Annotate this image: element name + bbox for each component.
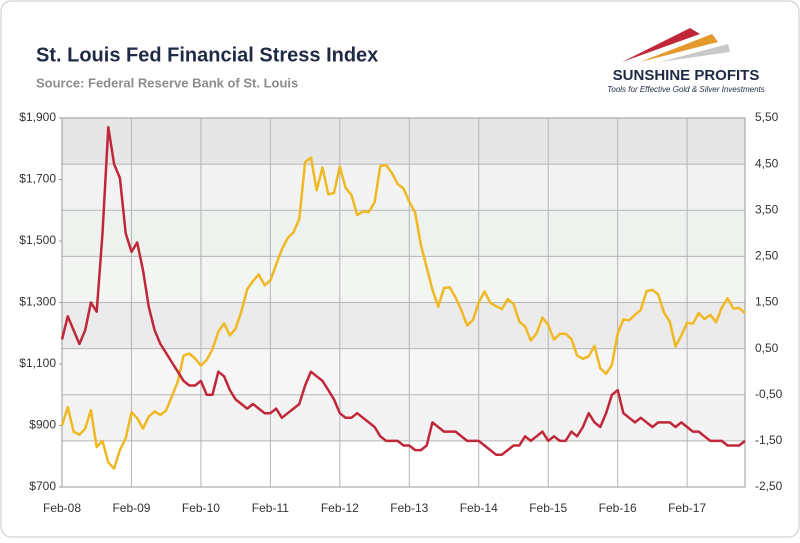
y2-tick-label: -1,50 xyxy=(755,433,783,447)
band xyxy=(62,118,745,165)
y2-tick-label: 0,50 xyxy=(755,341,779,355)
y-tick-label: $900 xyxy=(29,418,56,432)
band xyxy=(62,440,745,487)
chart-subtitle: Source: Federal Reserve Bank of St. Loui… xyxy=(36,75,298,90)
x-tick-label: Feb-17 xyxy=(668,501,706,515)
brand: SUNSHINE PROFITS xyxy=(613,67,760,84)
chart-title: St. Louis Fed Financial Stress Index xyxy=(36,44,378,66)
y2-tick-label: 3,50 xyxy=(755,202,779,216)
plot-area: -2,50 -1,50 -0,50 0,50 1,50 2,50 3,50 4,50 5,50 $… xyxy=(19,110,782,515)
x-tick-label: Feb-08 xyxy=(43,501,81,515)
plot-border xyxy=(61,117,746,488)
y2-tick-label: 1,50 xyxy=(755,295,779,309)
x-tick-label: Feb-13 xyxy=(390,501,428,515)
y2-tick-label: 5,50 xyxy=(755,110,779,124)
x-tick-label: Feb-16 xyxy=(599,501,637,515)
y2-tick-label: 4,50 xyxy=(755,156,779,170)
x-tick-label: Feb-09 xyxy=(112,501,150,515)
y-tick-label: $1,900 xyxy=(19,110,56,124)
y-tick-label: $1,700 xyxy=(19,172,56,186)
x-tick-label: Feb-14 xyxy=(460,501,498,515)
x-tick-label: Feb-10 xyxy=(182,501,220,515)
y-tick-label: $1,100 xyxy=(19,356,56,370)
band xyxy=(62,256,745,303)
series-line xyxy=(60,156,746,470)
y2-tick-label: 2,50 xyxy=(755,249,779,263)
y2-tick-label: -2,50 xyxy=(755,479,783,493)
y-tick-label: $700 xyxy=(29,479,56,493)
band xyxy=(62,302,745,349)
x-tick-label: Feb-12 xyxy=(321,501,359,515)
y2-tick-label: -0,50 xyxy=(755,387,783,401)
y-tick-label: $1,300 xyxy=(19,295,56,309)
logo: SUNSHINE PROFITS Tools for Effective Gol… xyxy=(607,28,765,94)
band xyxy=(62,210,745,257)
x-tick-label: Feb-11 xyxy=(252,501,289,515)
band xyxy=(62,348,745,395)
brand-tagline: Tools for Effective Gold & Silver Invest… xyxy=(607,85,765,94)
y-tick-label: $1,500 xyxy=(19,233,56,247)
series-line xyxy=(60,125,746,456)
x-tick-label: Feb-15 xyxy=(529,501,567,515)
